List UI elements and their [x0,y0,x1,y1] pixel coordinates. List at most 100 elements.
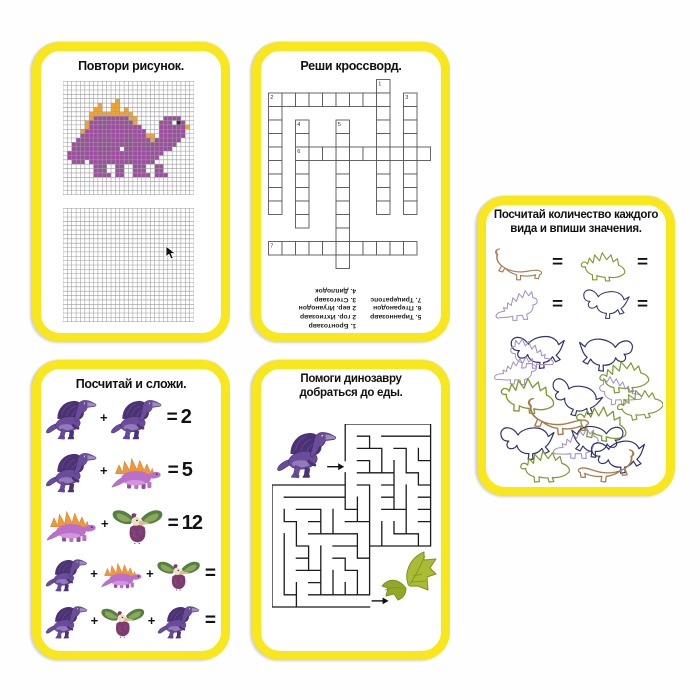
crossword-cell[interactable] [362,146,377,161]
crossword-cell[interactable] [268,173,283,188]
pixel [67,151,72,156]
crossword-cell[interactable] [281,241,296,256]
crossword-cell[interactable] [335,254,350,269]
crossword-cell[interactable] [335,146,350,161]
pixel [141,172,146,178]
equals-sign: = [204,609,217,631]
crossword-cell[interactable] [335,160,350,175]
crossword-cell[interactable] [322,241,337,256]
crossword-cell[interactable] [403,200,418,215]
card-repeat-picture: Повтори рисунок. [32,42,230,342]
pixel [145,138,151,143]
pixel [102,133,107,138]
crossword-cell[interactable] [308,92,323,107]
empty-copy-grid[interactable] [63,208,194,322]
crossword-cell[interactable] [335,173,350,188]
pixel [93,172,98,178]
crossword-grid[interactable]: 1 2 3 4 5 6 7 [268,79,434,271]
pixel [167,138,173,143]
crossword-cell[interactable] [295,173,310,188]
pixel [172,142,177,147]
crossword-cell[interactable] [295,187,310,202]
species-item-trex: = [577,284,662,326]
crossword-cell[interactable] [403,187,418,202]
pixel [137,164,142,169]
pixel [93,107,98,112]
crossword-cell[interactable] [376,173,391,188]
crossword-cell[interactable] [322,146,337,161]
crossword-cell[interactable] [376,187,391,202]
crossword-cell[interactable] [295,241,310,256]
pixel [180,129,186,134]
crossword-cell[interactable] [403,146,418,161]
pixel [185,124,190,130]
crossword-cell[interactable] [376,119,391,134]
crossword-cell[interactable] [403,133,418,148]
crossword-cell[interactable] [416,146,431,161]
maze[interactable] [272,424,436,608]
crossword-cell[interactable] [335,214,350,229]
crossword-cell[interactable] [349,92,364,107]
crossword-cell[interactable] [335,92,350,107]
crossword-cell[interactable] [295,92,310,107]
pixel [128,155,133,160]
crossword-cell[interactable] [281,92,296,107]
crossword-cell[interactable] [389,241,404,256]
pixel [154,138,160,143]
crossword-cell[interactable] [268,133,283,148]
crossword-cell[interactable] [376,146,391,161]
crossword-cell[interactable] [403,106,418,121]
equals-sign: = [552,253,564,272]
crossword-cell[interactable] [268,187,283,202]
crossword-cell[interactable] [376,200,391,215]
pixel [93,168,98,173]
crossword-cell[interactable] [295,200,310,215]
pixel [150,133,155,138]
crossword-cell[interactable] [295,160,310,175]
maze-entrance-arrow [338,463,345,471]
crossword-number: 4 [297,122,300,128]
crossword-cell[interactable] [308,146,323,161]
crossword-cell[interactable] [349,146,364,161]
crossword-cell[interactable] [268,106,283,121]
crossword-cell[interactable] [335,187,350,202]
crossword-cell[interactable] [362,241,377,256]
crossword-cell[interactable] [335,133,350,148]
pixel [163,172,168,178]
pixel [97,124,103,130]
crossword-cell[interactable] [376,160,391,175]
crossword-cell[interactable] [362,92,377,107]
crossword-cell[interactable] [295,133,310,148]
crossword-cell[interactable] [268,146,283,161]
crossword-cell[interactable] [295,214,310,229]
spino-icon [45,452,97,493]
crossword-cell[interactable] [268,119,283,134]
crossword-cell[interactable] [349,241,364,256]
pixel [93,120,98,125]
crossword-cell[interactable] [268,200,283,215]
crossword-cell[interactable] [376,133,391,148]
pixel [128,116,133,121]
pixel [163,133,168,138]
card5-title-line1: Помоги динозавру [300,373,402,385]
crossword-cell[interactable] [403,119,418,134]
crossword-cell[interactable] [403,173,418,188]
crossword-cell[interactable] [403,241,418,256]
pixel [128,146,133,152]
crossword-cell[interactable] [335,241,350,256]
crossword-cell[interactable] [335,227,350,242]
crossword-cell[interactable] [268,160,283,175]
crossword-cell[interactable] [389,146,404,161]
crossword-cell[interactable] [322,92,337,107]
crossword-cell[interactable] [376,241,391,256]
crossword-cell[interactable] [376,106,391,121]
crossword-cell[interactable] [376,92,391,107]
crossword-cell[interactable] [403,160,418,175]
pixel [124,159,129,165]
tangle-spino [552,424,600,462]
pixel [84,124,90,130]
pixel [115,111,120,117]
crossword-cell[interactable] [335,200,350,215]
card3-title-line2: вида и впиши значения. [510,223,642,235]
crossword-cell[interactable] [308,241,323,256]
